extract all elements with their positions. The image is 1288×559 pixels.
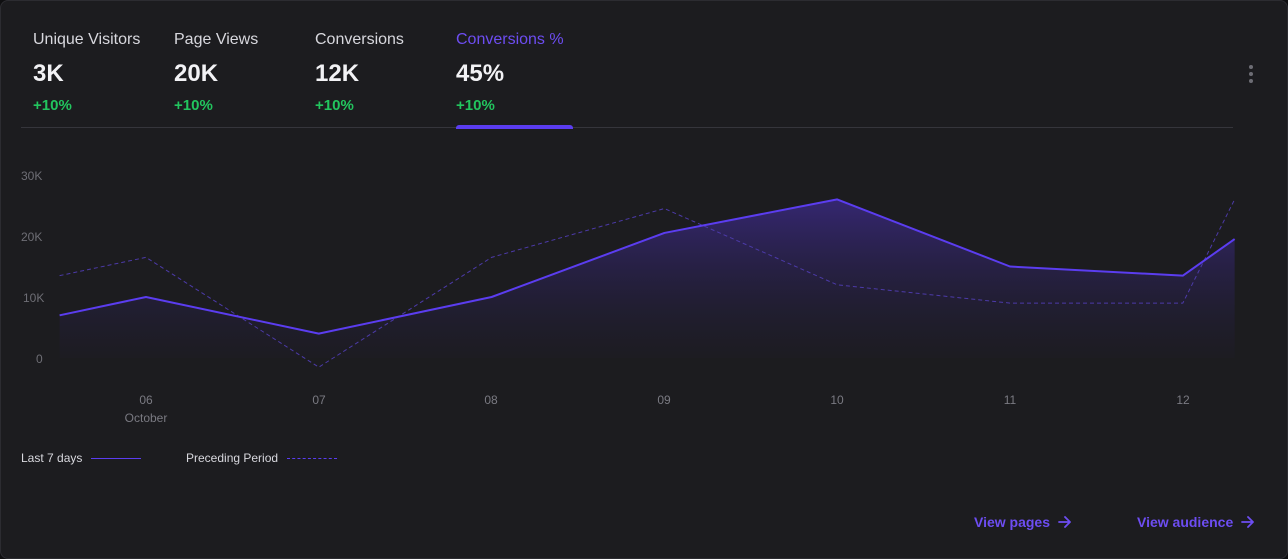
y-tick-label: 20K — [21, 230, 43, 244]
legend-label: Preceding Period — [186, 451, 279, 465]
y-tick-label: 10K — [23, 291, 45, 305]
view-audience-label: View audience — [1137, 514, 1234, 530]
x-tick-label: 09 — [657, 393, 671, 407]
tab-conversions-percent[interactable]: Conversions % 45% +10% — [444, 1, 594, 129]
tab-change: +10% — [33, 97, 72, 114]
tab-change: +10% — [456, 97, 495, 114]
tab-label: Unique Visitors — [33, 31, 141, 48]
metric-tabs: Unique Visitors 3K +10% Page Views 20K +… — [21, 1, 1233, 129]
tab-change: +10% — [315, 97, 354, 114]
series-area-fill — [59, 199, 1235, 358]
tab-page-views[interactable]: Page Views 20K +10% — [162, 1, 302, 127]
series-line-preceding-period — [59, 199, 1236, 368]
x-axis-subtitle: October — [124, 411, 168, 425]
tab-change: +10% — [174, 97, 213, 114]
x-tick-label: 11 — [1003, 393, 1017, 407]
view-pages-label: View pages — [974, 514, 1051, 530]
line-chart — [59, 198, 1236, 368]
x-tick-label: 10 — [830, 393, 844, 407]
arrow-right-icon — [1058, 516, 1071, 528]
tab-label: Conversions % — [456, 31, 564, 48]
x-tick-label: 07 — [312, 393, 326, 407]
x-tick-label: 08 — [484, 393, 498, 407]
series-line-last-7-days — [59, 198, 1236, 335]
tab-label: Page Views — [174, 31, 259, 48]
arrow-right-icon — [1241, 516, 1255, 528]
y-tick-label: 0 — [36, 352, 43, 366]
tab-conversions[interactable]: Conversions 12K +10% — [303, 1, 443, 127]
y-tick-label: 30K — [21, 169, 43, 183]
legend-dashed-swatch — [287, 457, 338, 459]
tab-value: 45% — [456, 60, 505, 87]
view-audience-link[interactable]: View audience — [1137, 514, 1255, 530]
tab-label: Conversions — [315, 31, 404, 48]
active-tab-indicator — [456, 125, 573, 129]
legend-current: Last 7 days — [21, 451, 142, 465]
x-tick-label: 06 — [139, 393, 153, 407]
view-pages-link[interactable]: View pages — [974, 514, 1072, 530]
tab-unique-visitors[interactable]: Unique Visitors 3K +10% — [21, 1, 161, 127]
tab-value: 3K — [33, 60, 64, 87]
legend-previous: Preceding Period — [186, 451, 338, 465]
tab-value: 20K — [174, 60, 219, 87]
x-tick-label: 12 — [1176, 393, 1190, 407]
legend-label: Last 7 days — [21, 451, 83, 465]
more-options-icon[interactable] — [1241, 63, 1261, 85]
tab-value: 12K — [315, 60, 360, 87]
legend-solid-swatch — [91, 457, 142, 459]
